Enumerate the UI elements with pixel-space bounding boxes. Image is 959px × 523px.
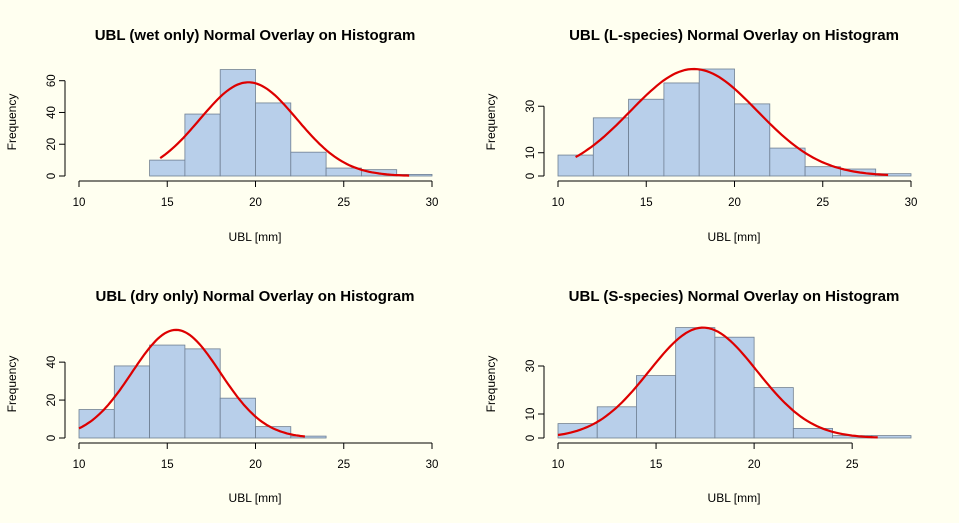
x-tick-label: 10 (73, 197, 86, 209)
x-tick-label: 30 (905, 197, 918, 209)
x-tick-label: 25 (816, 197, 829, 209)
histogram-bar (219, 69, 256, 177)
histogram-bar (149, 344, 186, 439)
normal-curve (159, 81, 410, 177)
histogram-bar (792, 427, 833, 439)
y-axis-label: Frequency (484, 94, 498, 151)
x-tick-label: 25 (846, 459, 859, 471)
chart-title: UBL (wet only) Normal Overlay on Histogr… (95, 27, 416, 44)
histogram-bar (753, 387, 794, 439)
x-tick-label: 20 (748, 459, 761, 471)
y-tick-label: 0 (525, 173, 537, 179)
y-tick-label: 40 (46, 356, 58, 369)
y-tick-label: 20 (46, 394, 58, 407)
x-tick-label: 30 (426, 197, 439, 209)
normal-curve (575, 67, 889, 177)
x-tick-label: 20 (249, 459, 262, 471)
y-tick-label: 0 (525, 435, 537, 441)
y-tick-label: 20 (46, 138, 58, 151)
normal-curve (557, 326, 878, 439)
panel-dry-only: UBL (dry only) Normal Overlay on Histogr… (5, 288, 438, 505)
y-tick-label: 60 (46, 74, 58, 87)
histogram-bar (255, 102, 292, 177)
x-tick-label: 10 (552, 459, 565, 471)
histogram-bar (78, 409, 115, 439)
histogram-bar (255, 426, 292, 439)
x-tick-label: 25 (337, 459, 350, 471)
histogram-bar (596, 406, 637, 439)
histogram-bar (184, 113, 221, 177)
y-tick-label: 30 (525, 360, 537, 373)
histogram-bar (734, 103, 771, 177)
y-tick-label: 30 (525, 100, 537, 113)
x-tick-label: 15 (640, 197, 653, 209)
histogram-bar (113, 365, 151, 439)
normal-curve (78, 328, 306, 438)
panel-wet-only: UBL (wet only) Normal Overlay on Histogr… (5, 27, 438, 244)
histogram-bar (663, 82, 700, 177)
y-tick-label: 40 (46, 106, 58, 119)
x-tick-label: 15 (161, 197, 174, 209)
x-tick-label: 15 (650, 459, 663, 471)
histogram-bar (149, 159, 186, 177)
chart-title: UBL (S-species) Normal Overlay on Histog… (569, 288, 900, 305)
y-tick-label: 0 (46, 173, 58, 179)
x-tick-label: 10 (552, 197, 565, 209)
y-axis-label: Frequency (5, 94, 19, 151)
histogram-bar (628, 98, 665, 177)
y-axis-label: Frequency (484, 356, 498, 413)
x-tick-label: 15 (161, 459, 174, 471)
histogram-bar (714, 336, 755, 439)
y-tick-label: 0 (46, 435, 58, 441)
panel-s-species: UBL (S-species) Normal Overlay on Histog… (484, 288, 912, 505)
histogram-bar (290, 435, 327, 439)
histogram-bar (219, 397, 256, 439)
x-tick-label: 20 (728, 197, 741, 209)
y-tick-label: 10 (525, 408, 537, 421)
x-tick-label: 30 (426, 459, 439, 471)
x-tick-label: 20 (249, 197, 262, 209)
histogram-bar (184, 348, 221, 439)
y-tick-label: 10 (525, 146, 537, 159)
x-axis-label: UBL [mm] (229, 230, 282, 244)
histogram-bar (636, 375, 677, 439)
chart-title: UBL (dry only) Normal Overlay on Histogr… (96, 288, 415, 305)
histogram-bar (675, 327, 716, 439)
histogram-bar (557, 154, 594, 177)
histogram-bar (592, 117, 629, 177)
y-axis-label: Frequency (5, 356, 19, 413)
x-axis-label: UBL [mm] (229, 491, 282, 505)
histogram-bar (325, 167, 362, 177)
x-tick-label: 10 (73, 459, 86, 471)
x-axis-label: UBL [mm] (708, 230, 761, 244)
histogram-bar (290, 151, 327, 177)
x-tick-label: 25 (337, 197, 350, 209)
panel-l-species: UBL (L-species) Normal Overlay on Histog… (484, 27, 917, 244)
chart-title: UBL (L-species) Normal Overlay on Histog… (569, 27, 899, 44)
x-axis-label: UBL [mm] (708, 491, 761, 505)
histogram-bar (769, 147, 806, 177)
